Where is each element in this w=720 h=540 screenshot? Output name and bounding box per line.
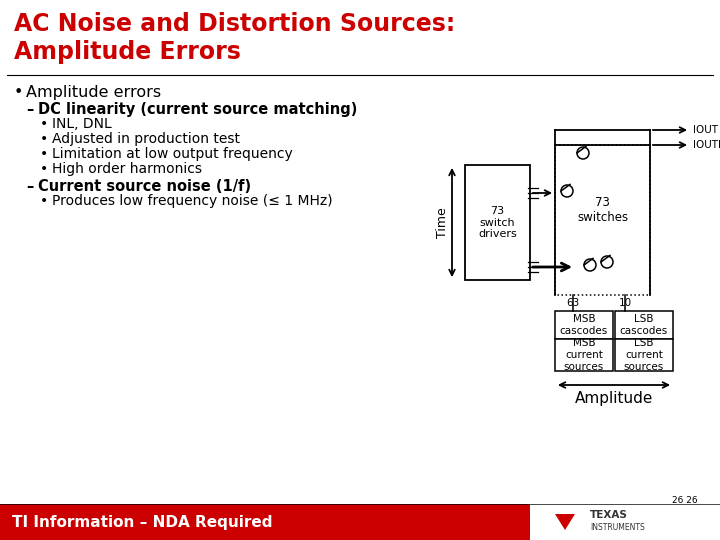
- Text: IOUTB: IOUTB: [693, 140, 720, 150]
- Text: –: –: [26, 102, 33, 117]
- Text: •: •: [40, 132, 48, 146]
- Text: 73
switches: 73 switches: [577, 196, 628, 224]
- FancyBboxPatch shape: [465, 165, 530, 280]
- FancyBboxPatch shape: [615, 311, 673, 339]
- Text: High order harmonics: High order harmonics: [52, 162, 202, 176]
- Text: 73
switch
drivers: 73 switch drivers: [478, 206, 517, 239]
- Text: MSB
cascodes: MSB cascodes: [560, 314, 608, 336]
- Text: Amplitude: Amplitude: [575, 391, 653, 406]
- FancyBboxPatch shape: [530, 504, 720, 540]
- Text: 63: 63: [567, 298, 580, 308]
- Text: LSB
current
sources: LSB current sources: [624, 339, 664, 372]
- Text: AC Noise and Distortion Sources:: AC Noise and Distortion Sources:: [14, 12, 455, 36]
- Text: Limitation at low output frequency: Limitation at low output frequency: [52, 147, 293, 161]
- FancyBboxPatch shape: [555, 311, 613, 339]
- Text: LSB
cascodes: LSB cascodes: [620, 314, 668, 336]
- Text: DC linearity (current source matching): DC linearity (current source matching): [38, 102, 357, 117]
- Text: •: •: [40, 147, 48, 161]
- Text: Amplitude errors: Amplitude errors: [26, 85, 161, 100]
- Text: Adjusted in production test: Adjusted in production test: [52, 132, 240, 146]
- Text: Current source noise (1/f): Current source noise (1/f): [38, 179, 251, 194]
- Text: •: •: [40, 117, 48, 131]
- Text: Amplitude Errors: Amplitude Errors: [14, 40, 241, 64]
- Text: TEXAS: TEXAS: [590, 510, 628, 520]
- Text: INL, DNL: INL, DNL: [52, 117, 112, 131]
- Text: MSB
current
sources: MSB current sources: [564, 339, 604, 372]
- Text: –: –: [26, 179, 33, 194]
- Text: IOUT: IOUT: [693, 125, 718, 135]
- Text: Time: Time: [436, 207, 449, 238]
- Text: •: •: [14, 85, 23, 100]
- FancyBboxPatch shape: [615, 339, 673, 371]
- Polygon shape: [555, 514, 575, 530]
- Text: 26 26: 26 26: [672, 496, 698, 505]
- Text: Produces low frequency noise (≤ 1 MHz): Produces low frequency noise (≤ 1 MHz): [52, 194, 333, 208]
- FancyBboxPatch shape: [0, 504, 530, 540]
- Text: •: •: [40, 194, 48, 208]
- Text: •: •: [40, 162, 48, 176]
- FancyBboxPatch shape: [555, 339, 613, 371]
- Text: 10: 10: [618, 298, 631, 308]
- Text: INSTRUMENTS: INSTRUMENTS: [590, 523, 644, 531]
- FancyBboxPatch shape: [555, 145, 650, 295]
- Text: TI Information – NDA Required: TI Information – NDA Required: [12, 515, 272, 530]
